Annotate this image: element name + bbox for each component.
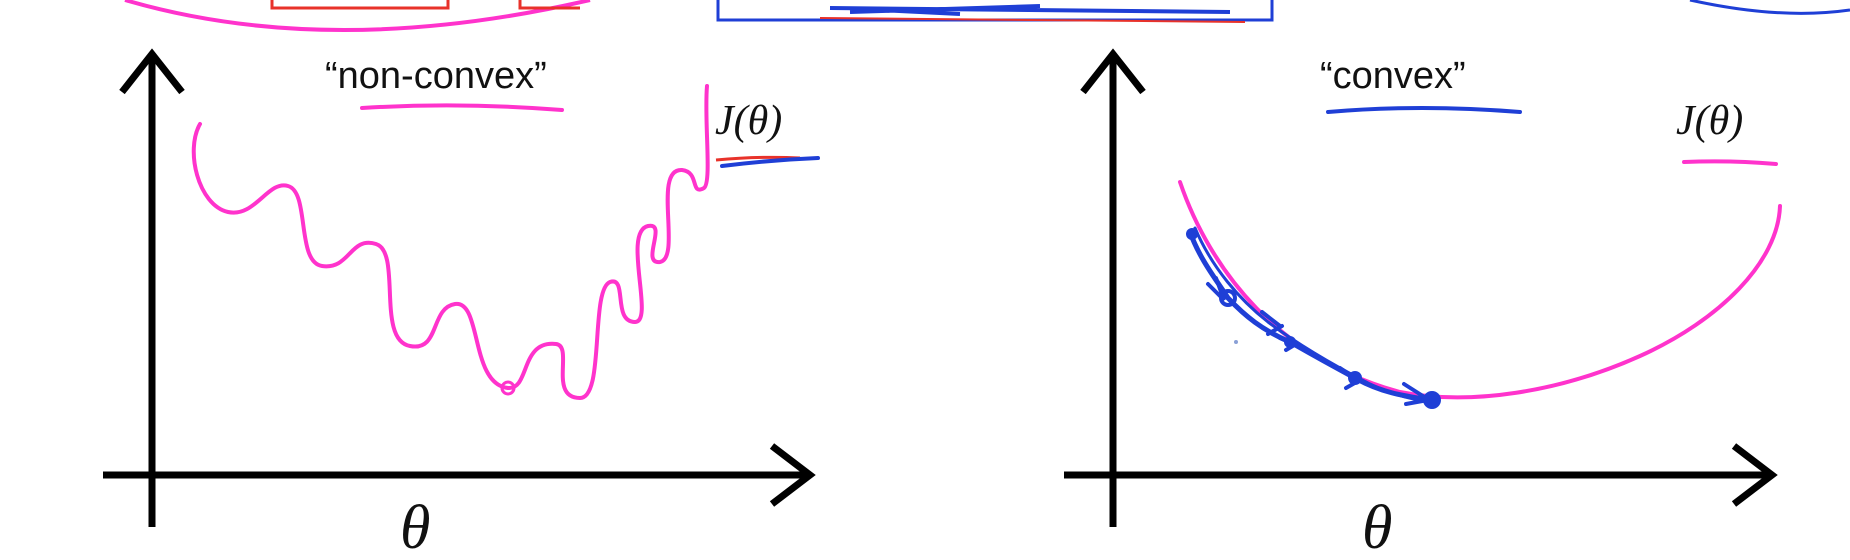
right-x-label: θ (1362, 494, 1392, 560)
gradient-descent-path-2 (1193, 226, 1436, 404)
left-y-label: J(θ) (715, 98, 782, 144)
right-title-underline (1326, 106, 1522, 114)
left-panel: “non-convex” J(θ) θ (103, 48, 820, 560)
descent-arrow-2 (1260, 310, 1284, 336)
left-panel-title: “non-convex” (325, 55, 547, 97)
top-right-blue-arc (1689, 0, 1850, 15)
right-y-axis-arrowhead (1080, 48, 1146, 95)
descent-arrow-3 (1278, 336, 1298, 352)
top-center-red-line (819, 17, 1246, 23)
non-convex-curve (191, 84, 710, 400)
left-y-label-underline-blue (720, 156, 820, 168)
right-y-label-underline (1682, 159, 1778, 166)
left-y-axis-arrowhead (119, 48, 185, 95)
left-title-underline (360, 103, 564, 112)
right-x-axis-arrowhead (1731, 443, 1778, 507)
left-x-label: θ (400, 494, 430, 560)
descent-arrow-5 (1402, 382, 1430, 406)
left-x-axis-arrowhead (769, 443, 816, 507)
top-center-blue-scribble (829, 4, 1231, 16)
global-minimum-point (500, 380, 516, 396)
convex-curve (1178, 180, 1782, 400)
gradient-descent-path (1187, 229, 1435, 403)
descent-step-1 (1186, 228, 1198, 240)
right-y-label: J(θ) (1676, 98, 1743, 144)
top-remnants (124, 0, 1850, 32)
descent-arrow-1 (1206, 276, 1226, 302)
descent-step-5 (1423, 391, 1441, 409)
top-left-magenta-arc (124, 0, 591, 32)
top-left-red-box (270, 0, 450, 10)
descent-arrow-4 (1338, 366, 1362, 390)
right-panel: “convex” J(θ) θ (1064, 48, 1782, 560)
right-panel-title: “convex” (1320, 55, 1466, 97)
top-left-red-box-2 (518, 0, 580, 10)
stray-dot (1234, 340, 1238, 344)
